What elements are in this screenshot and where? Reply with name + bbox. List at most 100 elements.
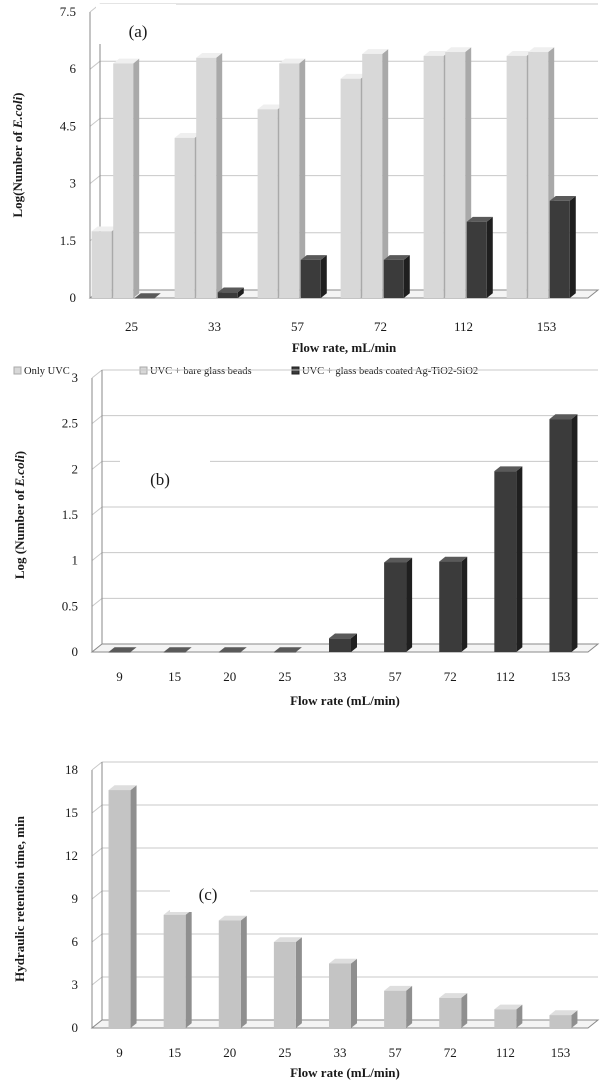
gridline-diagonal [91, 761, 103, 771]
x-axis-title: Flow rate, mL/min [292, 340, 397, 355]
gridline-diagonal [91, 976, 103, 986]
bar [163, 909, 192, 1028]
y-tick-label: 9 [72, 891, 79, 906]
bar-side [569, 195, 576, 298]
legend-label: UVC + bare glass beads [150, 366, 252, 377]
bar [218, 915, 247, 1028]
chart-panel-a: 0 1.5 3 4.5 6 7.5 25 33 57 72 112 153 Flow rate, mL/… [10, 3, 600, 355]
legend-label: UVC + glass beads coated Ag-TiO2-SiO2 [302, 366, 478, 377]
bar-top [91, 226, 118, 232]
bar [279, 58, 306, 299]
y-axis-title: Hydraulic retention time, min [12, 815, 27, 982]
bar [549, 414, 578, 652]
legend-item: Only UVC [13, 366, 70, 377]
bar [329, 633, 357, 652]
y-tick-label: 4.5 [60, 118, 76, 133]
bar-top [362, 49, 389, 54]
gridline-diagonal [91, 460, 103, 470]
x-tick-label: 33 [334, 1045, 347, 1060]
bar-side [461, 556, 468, 652]
panel-label: (b) [150, 470, 170, 489]
y-axis-title: Log (Number of E.coli) [12, 451, 27, 579]
bar [549, 195, 576, 298]
x-tick-label: 33 [334, 669, 347, 684]
y-tick-label: 3 [72, 977, 79, 992]
bar-face [91, 231, 112, 298]
y-tick-label: 3 [70, 176, 77, 191]
bar [218, 647, 247, 653]
x-tick-label: 20 [223, 1045, 236, 1060]
bar-top [163, 647, 192, 652]
gridline-diagonal [91, 933, 103, 943]
bar-top [273, 647, 302, 652]
bar-top [329, 633, 357, 639]
x-tick-label: 15 [168, 669, 181, 684]
bar-top [494, 466, 523, 472]
y-tick-label: 12 [65, 848, 78, 863]
x-tick-label: 25 [125, 319, 138, 334]
panel-label: (a) [129, 22, 148, 41]
bar-face [528, 52, 549, 298]
bar-side [516, 466, 523, 652]
legend-swatch [13, 366, 22, 375]
legend-item: UVC + bare glass beads [139, 366, 252, 377]
bar-top [384, 985, 413, 991]
y-axis-title-italic: E.coli [10, 96, 25, 129]
bar-top [549, 195, 576, 201]
bar [466, 216, 493, 298]
bar-side [299, 58, 306, 299]
x-axis-title: Flow rate (mL/min) [290, 1065, 400, 1080]
y-axis-title-part: ) [10, 92, 25, 96]
panel-label-box [170, 872, 250, 912]
bar [439, 556, 468, 652]
bar-face [108, 651, 131, 653]
bar-top [218, 647, 247, 652]
bar [362, 49, 389, 298]
bar-top [218, 915, 247, 921]
bar-top [494, 1004, 523, 1010]
bar [273, 647, 302, 653]
bar-top [439, 556, 468, 562]
bar-top [329, 958, 357, 964]
bar [445, 47, 472, 298]
gridline-diagonal [91, 890, 103, 900]
bar-face [549, 1015, 572, 1028]
bar-top [113, 58, 140, 64]
bar [384, 985, 413, 1028]
bar-face [494, 1009, 517, 1028]
gridline-diagonal [89, 118, 101, 127]
bar-face [384, 990, 407, 1028]
y-axis-title-part: ) [12, 451, 27, 455]
bar-side [351, 633, 357, 652]
bar-side [516, 1004, 523, 1028]
y-tick-label: 2.5 [62, 416, 78, 431]
bar-face [273, 942, 296, 1028]
x-tick-label: 112 [454, 319, 473, 334]
bar-side [154, 293, 161, 298]
y-tick-label: 1.5 [62, 507, 78, 522]
bar [113, 58, 140, 299]
bar-face [218, 920, 241, 1028]
bar-face [329, 638, 351, 652]
x-tick-label: 153 [551, 1045, 571, 1060]
x-tick-label: 72 [444, 1045, 457, 1060]
bar-top [549, 414, 578, 420]
bar-side [237, 287, 244, 298]
y-axis-title-part: Log (Number of [12, 487, 27, 580]
legend-item: UVC + glass beads coated Ag-TiO2-SiO2 [291, 366, 478, 377]
bar-face [549, 200, 570, 298]
bar [134, 293, 161, 299]
bar-side [461, 993, 468, 1028]
bar-side [130, 647, 137, 652]
y-axis-title-part: Log(Number of [10, 128, 25, 217]
bar-side [571, 1010, 578, 1028]
bar [384, 557, 413, 652]
bar-face [466, 221, 487, 298]
bar-face [423, 55, 444, 298]
bar-side [486, 216, 493, 298]
y-tick-label: 6 [70, 61, 77, 76]
bar-face [196, 57, 217, 299]
bar-face [217, 292, 238, 298]
x-tick-label: 9 [116, 1045, 123, 1060]
bar-face [273, 651, 296, 653]
